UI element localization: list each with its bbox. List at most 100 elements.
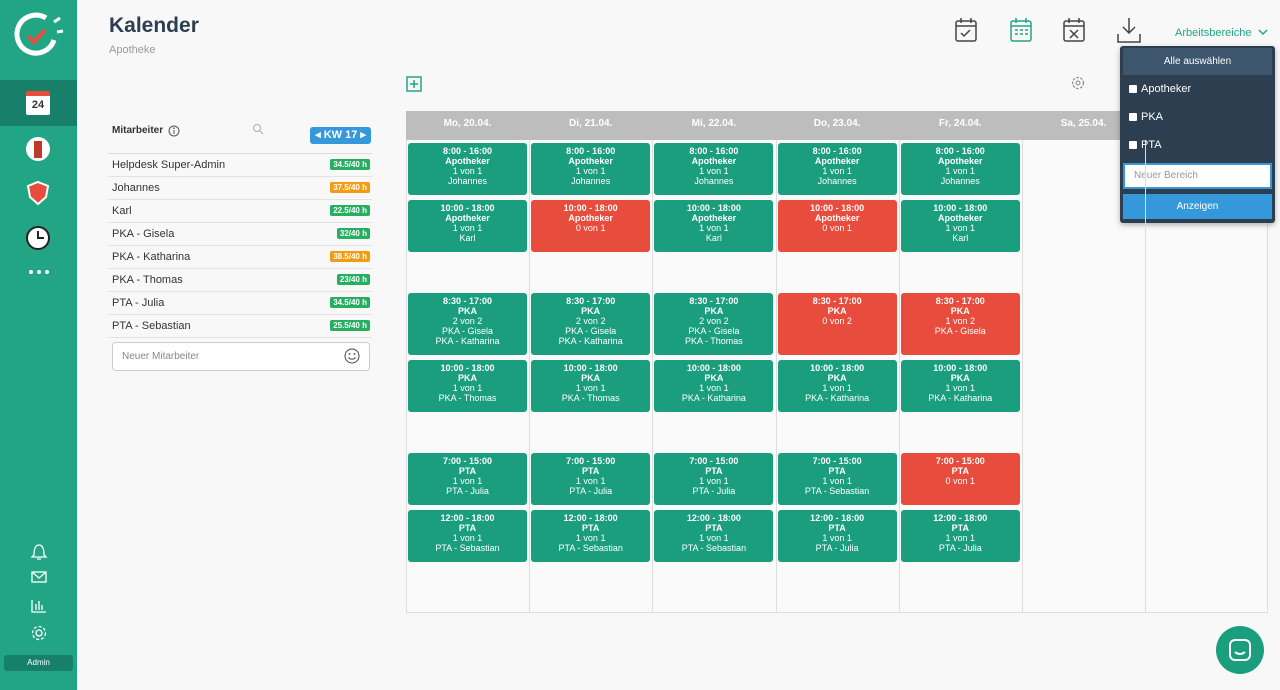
shift-card[interactable]: 7:00 - 15:00 PTA 1 von 1 PTA - Sebastian [777,453,897,505]
shift-card[interactable]: 12:00 - 18:00 PTA 1 von 1 PTA - Sebastian [654,510,774,562]
employee-row[interactable]: PKA - Gisela 32/40 h [108,223,372,246]
shift-card[interactable]: 12:00 - 18:00 PTA 1 von 1 PTA - Julia [900,510,1020,562]
hours-badge: 25.5/40 h [330,320,370,331]
nav-icon[interactable] [25,136,51,162]
shift-area: PKA [457,306,477,316]
shift-area: Apotheker [814,156,860,166]
shift-card[interactable]: 8:00 - 16:00 Apotheker 1 von 1 Johannes [408,143,527,195]
show-button[interactable]: Anzeigen [1123,194,1272,219]
employee-row[interactable]: PTA - Julia 34.5/40 h [108,292,372,315]
shift-person: PKA - Katharina [805,393,870,403]
shift-card[interactable]: 7:00 - 15:00 PTA 0 von 1 [900,453,1020,505]
shift-card[interactable]: 7:00 - 15:00 PTA 1 von 1 PTA - Julia [531,453,651,505]
shift-card[interactable]: 10:00 - 18:00 PKA 1 von 1 PKA - Thomas [408,360,527,412]
shift-card[interactable]: 12:00 - 18:00 PTA 1 von 1 PTA - Sebastian [408,510,527,562]
add-button[interactable] [406,76,422,92]
shift-time: 12:00 - 18:00 [810,513,865,523]
employee-row[interactable]: Karl 22.5/40 h [108,200,372,223]
shift-time: 7:00 - 15:00 [689,456,739,466]
info-icon[interactable] [168,125,180,137]
day-header: Sa, 25.04. [1060,118,1107,129]
employees-title: Mitarbeiter [112,125,164,136]
area-item[interactable]: Apotheker [1141,83,1192,95]
shift-card[interactable]: 10:00 - 18:00 PKA 1 von 1 PKA - Katharina [654,360,774,412]
toolbar-icons[interactable] [950,16,1150,46]
shift-card[interactable]: 8:00 - 16:00 Apotheker 1 von 1 Johannes [900,143,1020,195]
shift-card[interactable]: 8:30 - 17:00 PKA 2 von 2 PKA - Gisela PKA - … [654,293,774,355]
shift-card[interactable]: 10:00 - 18:00 Apotheker 0 von 1 [777,200,897,252]
shift-time: 8:30 - 17:00 [689,296,739,306]
chat-button[interactable] [1216,626,1264,674]
shift-card[interactable]: 10:00 - 18:00 Apotheker 1 von 1 Karl [654,200,774,252]
shift-time: 10:00 - 18:00 [686,203,741,213]
new-area-input[interactable]: Neuer Bereich [1123,163,1272,189]
shift-card[interactable]: 8:00 - 16:00 Apotheker 1 von 1 Johannes [654,143,774,195]
shift-time: 8:00 - 16:00 [812,146,862,156]
shift-area: PTA [951,466,969,476]
user-badge[interactable]: Admin [4,655,73,671]
shift-count: 2 von 2 [699,316,729,326]
shift-person: PKA - Katharina [558,336,623,346]
select-all[interactable]: Alle auswählen [1123,48,1272,75]
shift-time: 12:00 - 18:00 [440,513,495,523]
shift-card[interactable]: 10:00 - 18:00 Apotheker 0 von 1 [531,200,651,252]
shift-card[interactable]: 8:30 - 17:00 PKA 2 von 2 PKA - Gisela PKA - … [408,293,527,355]
employee-name: PKA - Katharina [112,251,191,263]
hours-badge: 34.5/40 h [330,159,370,170]
shift-area: Apotheker [938,213,983,223]
search-icon[interactable] [252,123,264,135]
shift-count: 1 von 1 [699,166,729,176]
areas-button[interactable]: Arbeitsbereiche [1175,27,1252,39]
shift-card[interactable]: 8:00 - 16:00 Apotheker 1 von 1 Johannes [531,143,651,195]
shift-card[interactable]: 8:30 - 17:00 PKA 2 von 2 PKA - Gisela PKA - … [531,293,651,355]
area-item[interactable]: PKA [1141,111,1164,123]
shift-area: PKA [950,373,970,383]
employee-row[interactable]: PKA - Thomas 23/40 h [108,269,372,292]
shift-card[interactable]: 8:30 - 17:00 PKA 1 von 2 PKA - Gisela [900,293,1020,355]
employee-row[interactable]: PKA - Katharina 38.5/40 h [108,246,372,269]
shift-card[interactable]: 7:00 - 15:00 PTA 1 von 1 PTA - Julia [408,453,527,505]
shift-card[interactable]: 10:00 - 18:00 PKA 1 von 1 PKA - Katharina [777,360,897,412]
shift-time: 12:00 - 18:00 [686,513,741,523]
bottom-icons[interactable] [30,542,48,646]
shift-card[interactable]: 10:00 - 18:00 Apotheker 1 von 1 Karl [900,200,1020,252]
week-selector[interactable]: ◂ KW 17 ▸ [310,127,371,144]
shift-count: 1 von 1 [822,166,852,176]
shift-area: PKA [827,306,847,316]
shift-area: Apotheker [691,156,737,166]
shift-card[interactable]: 10:00 - 18:00 PKA 1 von 1 PKA - Thomas [531,360,651,412]
chevron [1258,29,1268,36]
more-icon[interactable] [28,268,50,276]
shift-time: 7:00 - 15:00 [442,456,493,466]
shift-time: 10:00 - 18:00 [440,203,495,213]
shift-card[interactable]: 7:00 - 15:00 PTA 1 von 1 PTA - Julia [654,453,774,505]
shift-card[interactable]: 12:00 - 18:00 PTA 1 von 1 PTA - Sebastian [531,510,651,562]
shift-count: 1 von 2 [945,316,976,326]
employee-name: PTA - Julia [112,297,165,309]
shift-person: PTA - Julia [569,486,613,496]
new-employee-input[interactable]: Neuer Mitarbeiter [112,342,370,371]
shift-card[interactable]: 8:30 - 17:00 PKA 0 von 2 [777,293,897,355]
area-item[interactable]: PTA [1141,139,1162,151]
shift-area: Apotheker [814,213,860,223]
shift-card[interactable]: 10:00 - 18:00 Apotheker 1 von 1 Karl [408,200,527,252]
shift-person: PKA - Thomas [561,393,620,403]
shift-person: PTA - Julia [446,486,489,496]
column-line [529,140,531,613]
nav-icon[interactable] [25,180,51,206]
shift-count: 1 von 1 [822,383,852,393]
settings-icon[interactable] [1070,75,1086,91]
hours-badge: 37.5/40 h [330,182,370,193]
employee-row[interactable]: Helpdesk Super-Admin 34.5/40 h [108,154,372,177]
shift-card[interactable]: 12:00 - 18:00 PTA 1 von 1 PTA - Julia [777,510,897,562]
shift-time: 10:00 - 18:00 [810,363,865,373]
emoji-icon[interactable] [344,348,360,364]
nav-icon[interactable] [25,225,51,251]
employee-row[interactable]: PTA - Sebastian 25.5/40 h [108,315,372,338]
shift-area: PTA [582,466,600,476]
hours-badge: 32/40 h [336,228,370,239]
shift-card[interactable]: 10:00 - 18:00 PKA 1 von 1 PKA - Katharina [900,360,1020,412]
shift-card[interactable]: 8:00 - 16:00 Apotheker 1 von 1 Johannes [777,143,897,195]
employee-row[interactable]: Johannes 37.5/40 h [108,177,372,200]
